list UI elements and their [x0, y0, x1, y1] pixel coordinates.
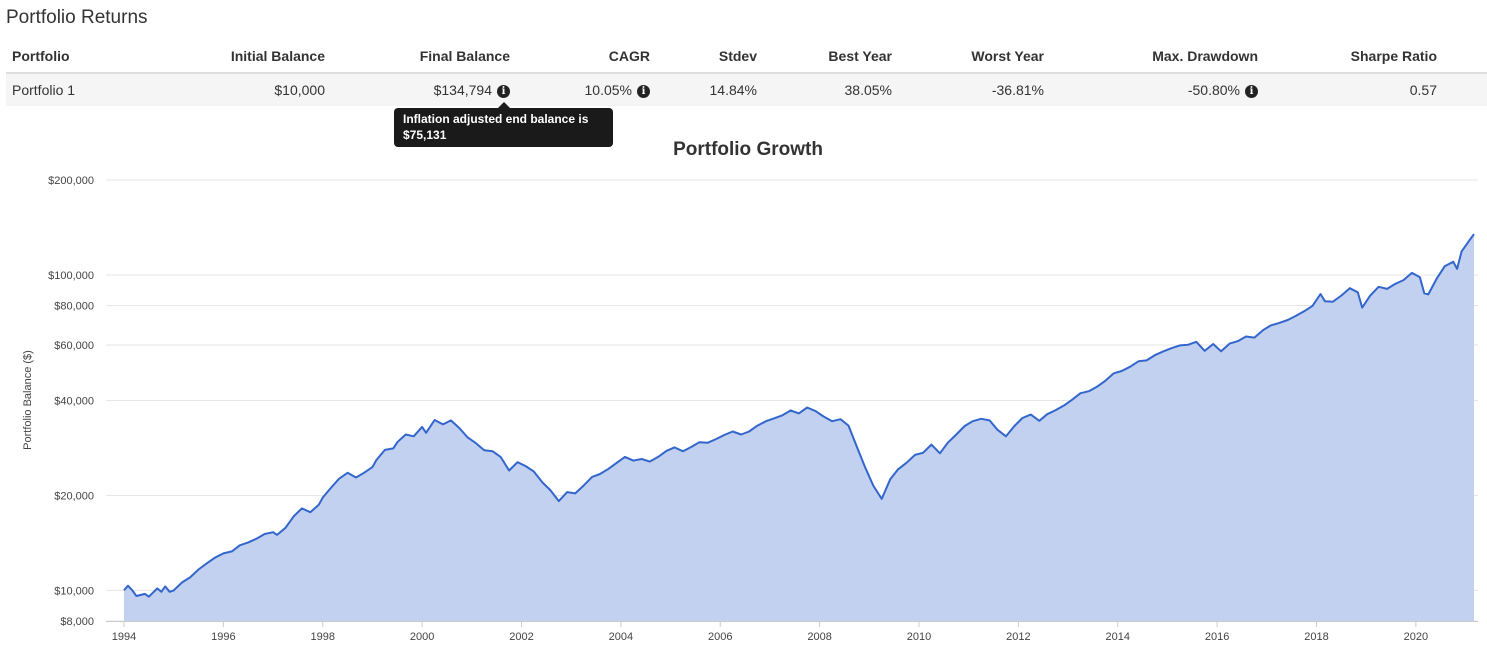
x-tick-label: 2006 [708, 631, 732, 643]
cell-spacer [1443, 73, 1487, 106]
header-spacer [1443, 40, 1487, 74]
y-tick-label: $40,000 [54, 396, 94, 408]
info-circle-icon[interactable]: i [497, 85, 510, 98]
final-balance-value: $134,794 [433, 82, 492, 98]
cell-sharpe-ratio: 0.57 [1264, 73, 1443, 106]
max-drawdown-value: -50.80% [1187, 82, 1240, 98]
series-line [123, 233, 1475, 598]
cell-best-year: 38.05% [763, 73, 898, 106]
portfolio-returns-table: Portfolio Initial Balance Final Balance … [6, 40, 1487, 106]
cell-portfolio-name: Portfolio 1 [6, 73, 156, 106]
x-tick-label: 2000 [410, 631, 434, 643]
y-axis-label: Portfolio Balance ($) [22, 350, 34, 450]
header-worst-year: Worst Year [898, 40, 1050, 74]
x-tick-label: 2014 [1106, 631, 1130, 643]
y-tick-label: $100,000 [48, 270, 94, 282]
x-tick-label: 2004 [609, 631, 633, 643]
y-tick-label: $10,000 [54, 585, 94, 597]
header-portfolio: Portfolio [6, 40, 156, 74]
x-tick-label: 2016 [1205, 631, 1229, 643]
x-tick-label: 2010 [907, 631, 931, 643]
header-final-balance: Final Balance [331, 40, 516, 74]
y-tick-label: $60,000 [54, 340, 94, 352]
x-tick-label: 1994 [112, 631, 136, 643]
final-balance-tooltip: Inflation adjusted end balance is $75,13… [394, 102, 613, 147]
header-max-drawdown: Max. Drawdown [1050, 40, 1264, 74]
x-tick-label: 2008 [807, 631, 831, 643]
header-sharpe-ratio: Sharpe Ratio [1264, 40, 1443, 74]
cell-cagr: 10.05% i [516, 73, 656, 106]
cagr-value: 10.05% [584, 82, 632, 98]
x-tick-label: 1996 [211, 631, 235, 643]
series-area [124, 234, 1474, 621]
x-tick-label: 1998 [311, 631, 335, 643]
cell-worst-year: -36.81% [898, 73, 1050, 106]
y-tick-label: $8,000 [60, 616, 94, 628]
x-tick-label: 2012 [1006, 631, 1030, 643]
header-best-year: Best Year [763, 40, 898, 74]
header-cagr: CAGR [516, 40, 656, 74]
cell-final-balance: $134,794 i [331, 73, 516, 106]
section-title: Portfolio Returns [6, 7, 148, 28]
info-circle-icon[interactable]: i [1245, 85, 1258, 98]
cell-stdev: 14.84% [656, 73, 763, 106]
info-circle-icon[interactable]: i [637, 85, 650, 98]
table-row: Portfolio 1 $10,000 $134,794 i 10.05% i 14… [6, 73, 1487, 106]
chart-title: Portfolio Growth [673, 139, 823, 160]
header-stdev: Stdev [656, 40, 763, 74]
portfolio-growth-chart: Portfolio Growth $8,000 $10,000 $20,000 $40,… [22, 139, 1478, 655]
x-tick-label: 2002 [509, 631, 533, 643]
x-tick-label: 2018 [1304, 631, 1328, 643]
header-initial-balance: Initial Balance [156, 40, 331, 74]
y-tick-label: $200,000 [48, 175, 94, 187]
x-tick-label: 2020 [1404, 631, 1428, 643]
cell-initial-balance: $10,000 [156, 73, 331, 106]
table-header-row: Portfolio Initial Balance Final Balance … [6, 40, 1487, 74]
cell-max-drawdown: -50.80% i [1050, 73, 1264, 106]
y-tick-label: $20,000 [54, 490, 94, 502]
y-tick-label: $80,000 [54, 301, 94, 313]
